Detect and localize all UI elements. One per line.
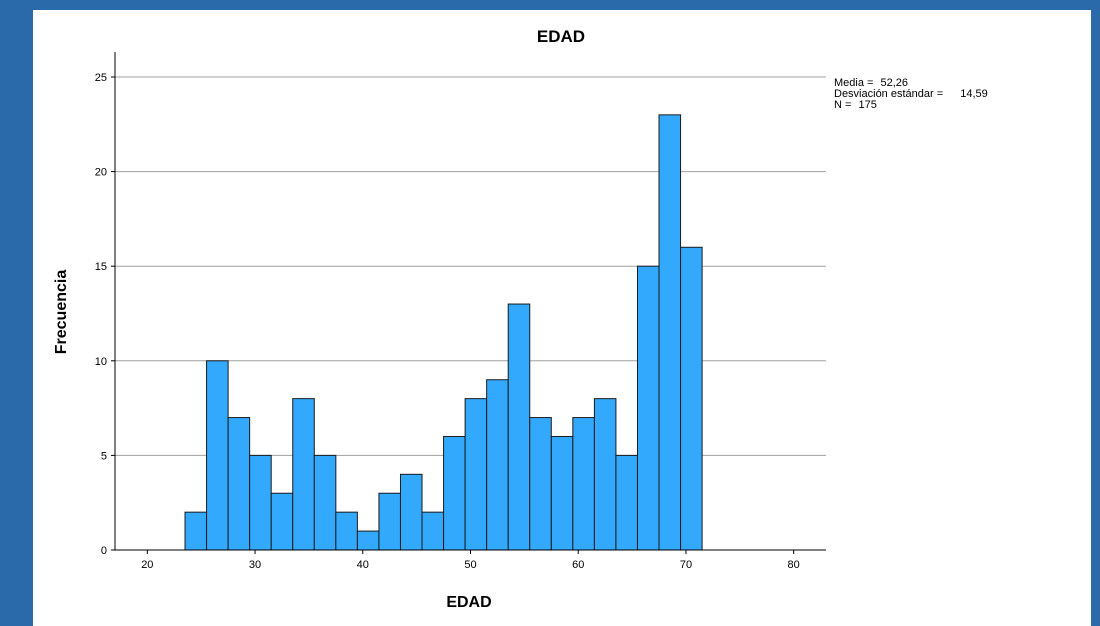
statistics-box: Media = 52,26 Desviación estándar = 14,5… [834, 78, 988, 111]
histogram-bar-14 [464, 398, 488, 551]
histogram-bar-23 [658, 114, 682, 551]
y-tick-label-25: 25 [95, 72, 107, 84]
axes [111, 52, 826, 554]
stat-media: Media = 52,26 [834, 78, 988, 89]
x-tick-label-60: 60 [572, 559, 584, 571]
x-tick-labels: 20 30 40 50 60 70 80 [141, 559, 800, 571]
histogram-bar-16 [507, 303, 531, 551]
stat-n: N = 175 [834, 100, 988, 111]
histogram-bar-15 [486, 379, 509, 551]
x-tick-label-70: 70 [680, 559, 692, 571]
histogram-bar-5 [270, 492, 294, 551]
chart-panel: EDAD Frecuencia EDAD 20 30 40 50 60 70 80 0 5 10… [33, 10, 1091, 626]
histogram-bar-22 [636, 265, 660, 551]
histogram-bar-11 [399, 473, 423, 551]
x-tick-label-50: 50 [464, 559, 476, 571]
y-tick-label-10: 10 [95, 356, 107, 368]
y-tick-label-15: 15 [95, 261, 107, 273]
x-tick-label-20: 20 [141, 559, 153, 571]
y-tick-labels: 0 5 10 15 20 25 [95, 72, 107, 557]
histogram-bar-1 [184, 511, 208, 551]
histogram-bar-8 [335, 511, 358, 551]
histogram-bar-13 [443, 435, 466, 551]
histogram-bar-2 [206, 360, 229, 551]
histogram-bar-4 [249, 454, 272, 551]
histogram-bar-9 [356, 530, 380, 551]
stat-media-label: Media = [834, 77, 874, 89]
histogram-bar-24 [680, 246, 703, 551]
stat-n-value: 175 [858, 99, 877, 111]
stat-sd-value: 14,59 [960, 88, 988, 100]
x-tick-label-40: 40 [357, 559, 369, 571]
stat-sd-label: Desviación estándar = [834, 88, 944, 100]
histogram-bar-12 [421, 511, 445, 551]
stat-media-value: 52,26 [880, 77, 909, 89]
y-tick-label-20: 20 [95, 167, 107, 179]
histogram-bar-7 [313, 454, 337, 551]
histogram-bar-10 [378, 492, 401, 551]
y-tick-label-0: 0 [101, 545, 107, 557]
x-axis-label: EDAD [446, 594, 491, 611]
histogram-bar-6 [292, 398, 315, 551]
stat-sd: Desviación estándar = 14,59 [834, 89, 988, 100]
histogram-bar-19 [572, 417, 595, 551]
histogram-bar-18 [550, 435, 574, 551]
y-axis-label: Frecuencia [53, 270, 70, 355]
chart-title: EDAD [537, 27, 585, 46]
y-tick-label-5: 5 [101, 450, 107, 462]
histogram-chart: EDAD Frecuencia EDAD 20 30 40 50 60 70 80 0 5 10… [53, 27, 826, 611]
x-tick-label-80: 80 [788, 559, 800, 571]
histogram-bar-21 [615, 454, 638, 551]
bars [184, 114, 703, 551]
stat-n-label: N = [834, 99, 852, 111]
histogram-bar-3 [227, 417, 251, 551]
x-tick-label-30: 30 [249, 559, 261, 571]
histogram-bar-17 [529, 417, 552, 551]
histogram-bar-20 [593, 398, 617, 551]
